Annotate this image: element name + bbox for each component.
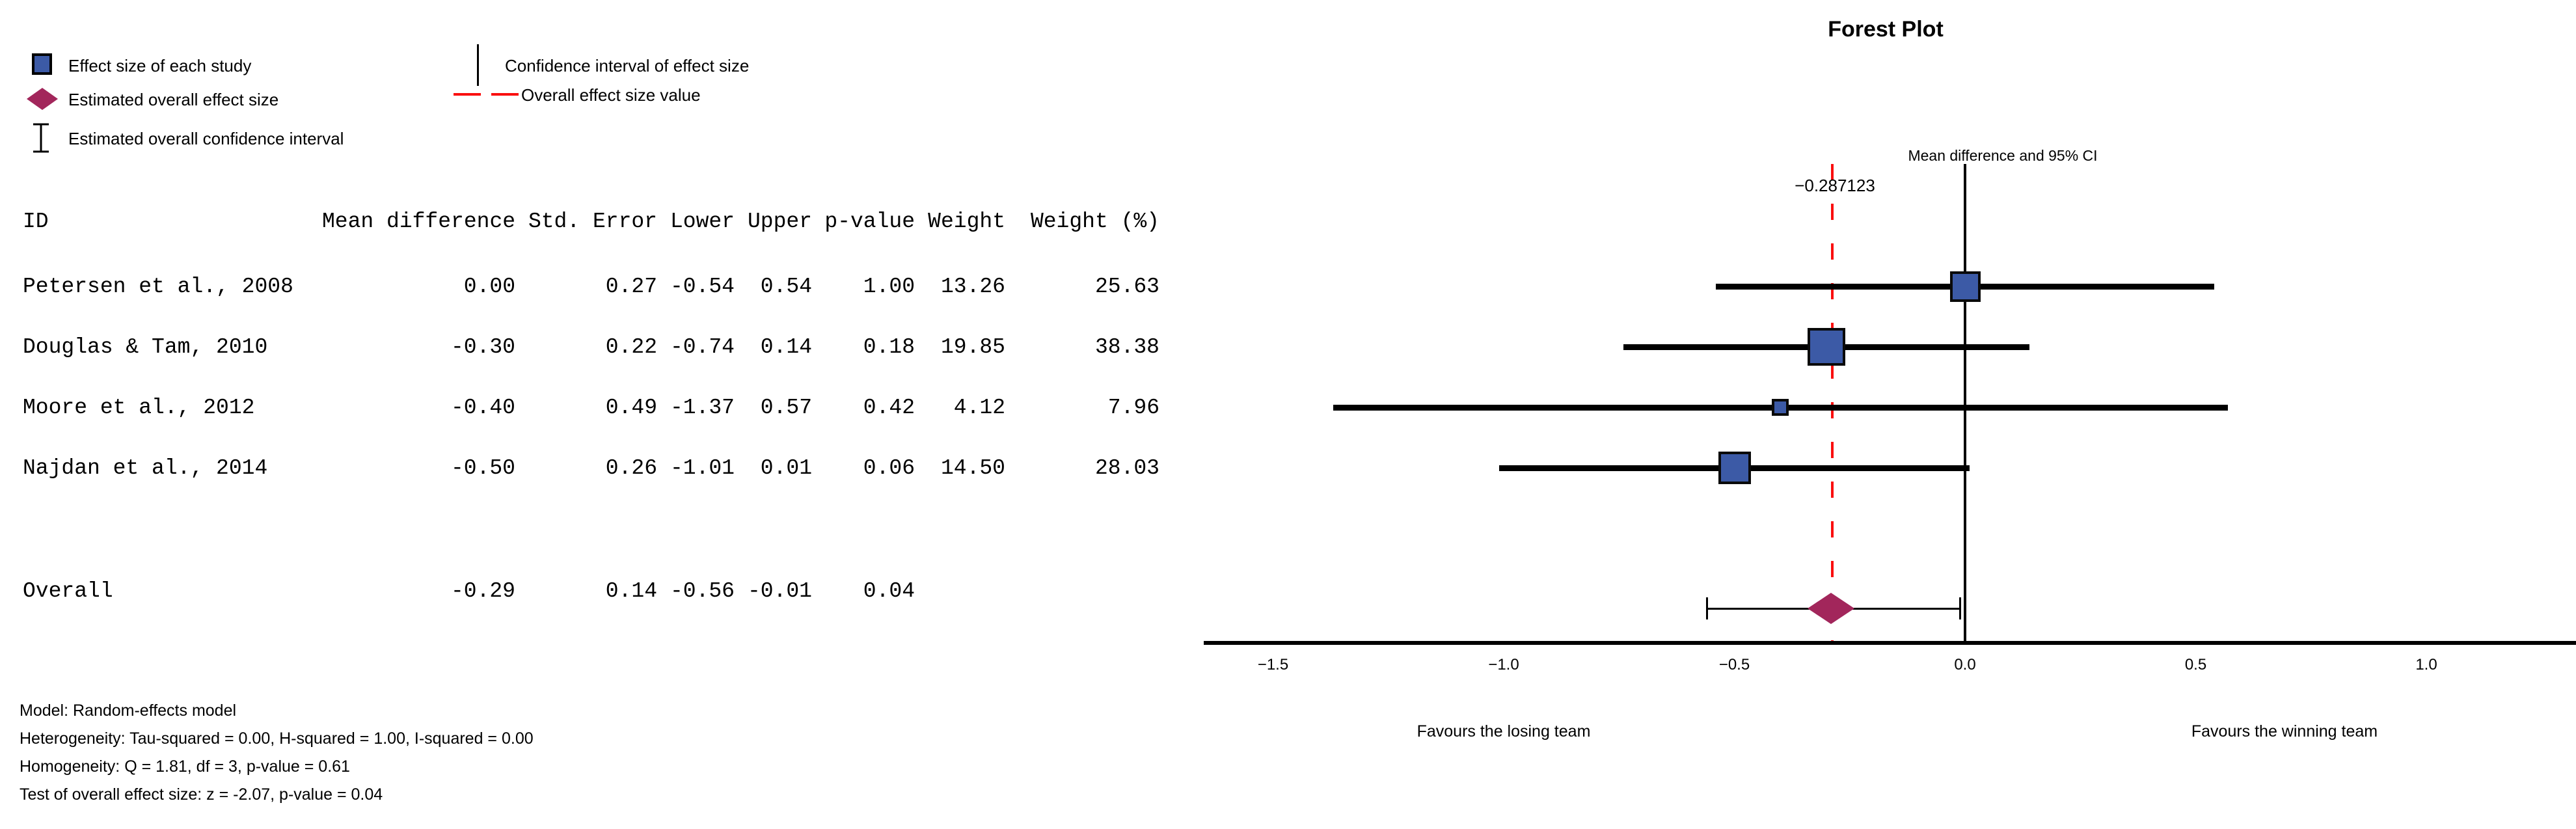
table-cell: 19.85 [940,334,1005,359]
x-tick-label: −0.5 [1718,656,1750,673]
table-cell: Upper [747,209,812,234]
table-cell: 1.00 [863,274,915,299]
overall-ci-ibeam-icon [31,123,51,156]
table-row: Petersen et al., 2008 0.00 0.27 -0.54 0.54 1.… [23,272,1159,301]
overall-value-dash-icon [454,93,519,96]
table-cell: -0.40 [450,395,515,420]
study-square-marker [1808,328,1845,366]
table-cell: -0.56 [670,578,735,603]
table-cell: Najdan et al., 2014 [23,455,268,480]
legend-label-overall-ci: Estimated overall confidence interval [68,129,344,148]
note-line: Homogeneity: Q = 1.81, df = 3, p-value =… [20,757,350,776]
ci-line-icon [477,44,479,86]
overall-effect-line [1831,164,1834,643]
table-cell: 0.01 [760,455,812,480]
x-tick-label: 1.0 [2415,656,2437,673]
note-line: Model: Random-effects model [20,701,237,720]
table-cell: 0.54 [760,274,812,299]
table-cell: 28.03 [1094,455,1159,480]
table-row: Douglas & Tam, 2010 -0.30 0.22 -0.74 0.14 0.1… [23,333,1159,361]
legend-label-overall-effect: Estimated overall effect size [68,90,279,109]
table-cell: Moore et al., 2012 [23,395,255,420]
table-cell: 0.04 [863,578,915,603]
favours-left-label: Favours the losing team [1417,722,1591,741]
table-cell: 0.42 [863,395,915,420]
table-cell: -1.01 [670,455,735,480]
table-cell: 0.18 [863,334,915,359]
table-cell: -0.74 [670,334,735,359]
table-cell: Weight [928,209,1005,234]
note-line: Test of overall effect size: z = -2.07, … [20,785,383,804]
x-tick-label: 0.5 [2184,656,2207,673]
table-row: Moore et al., 2012 -0.40 0.49 -1.37 0.57 0.42… [23,393,1159,422]
table-cell: 4.12 [953,395,1005,420]
overall-error-bar-left-cap [1705,597,1708,619]
table-cell: 0.49 [605,395,657,420]
table-cell: 0.00 [463,274,515,299]
note-line: Heterogeneity: Tau-squared = 0.00, H-squ… [20,729,534,748]
overall-error-bar-right-cap [1959,597,1961,619]
study-square-marker [1718,452,1751,484]
legend-label-effect-size: Effect size of each study [68,56,252,75]
x-tick-label: −1.0 [1488,656,1519,673]
table-cell: 0.57 [760,395,812,420]
table-header-row: ID Mean difference Std. Error Lower Upper p-v… [23,207,1159,236]
overall-effect-diamond-icon [27,88,58,113]
table-cell: -0.30 [450,334,515,359]
zero-line [1964,164,1966,643]
table-cell: 0.14 [605,578,657,603]
table-cell: 25.63 [1094,274,1159,299]
study-square-marker [1950,271,1981,302]
table-cell: 38.38 [1094,334,1159,359]
legend-label-ci-effect: Confidence interval of effect size [505,56,750,75]
table-cell: -1.37 [670,395,735,420]
table-cell: 0.27 [605,274,657,299]
table-cell: p-value [824,209,915,234]
table-cell: 14.50 [940,455,1005,480]
table-cell: -0.50 [450,455,515,480]
table-cell: 0.06 [863,455,915,480]
overall-effect-value-label: −0.287123 [1795,176,1875,195]
table-cell: Lower [670,209,735,234]
table-cell: Douglas & Tam, 2010 [23,334,268,359]
table-cell: -0.01 [747,578,812,603]
table-cell: Mean difference [322,209,516,234]
table-cell: -0.29 [450,578,515,603]
table-row: Najdan et al., 2014 -0.50 0.26 -1.01 0.01 0.0… [23,454,1159,482]
table-cell: Weight (%) [1030,209,1159,234]
legend-label-overall-value: Overall effect size value [521,85,701,105]
table-overall-row: Overall -0.29 0.14 -0.56 -0.01 0.04 [23,577,1159,605]
table-cell: 0.26 [605,455,657,480]
x-tick-label: −1.5 [1257,656,1289,673]
x-tick-label: 0.0 [1954,656,1976,673]
effect-size-square-icon [32,53,52,75]
plot-subtitle: Mean difference and 95% CI [1908,147,2098,164]
table-cell: -0.54 [670,274,735,299]
table-cell: 13.26 [940,274,1005,299]
table-cell: ID [23,209,49,234]
table-cell: 0.14 [760,334,812,359]
table-cell: Overall [23,578,113,603]
table-cell: Petersen et al., 2008 [23,274,293,299]
x-axis-line [1204,641,2576,645]
overall-diamond-marker [1808,593,1855,627]
favours-right-label: Favours the winning team [2191,722,2378,741]
table-cell: 0.22 [605,334,657,359]
plot-title: Forest Plot [1828,17,1944,42]
table-cell: Std. Error [528,209,657,234]
study-square-marker [1772,399,1789,416]
table-cell: 7.96 [1107,395,1159,420]
